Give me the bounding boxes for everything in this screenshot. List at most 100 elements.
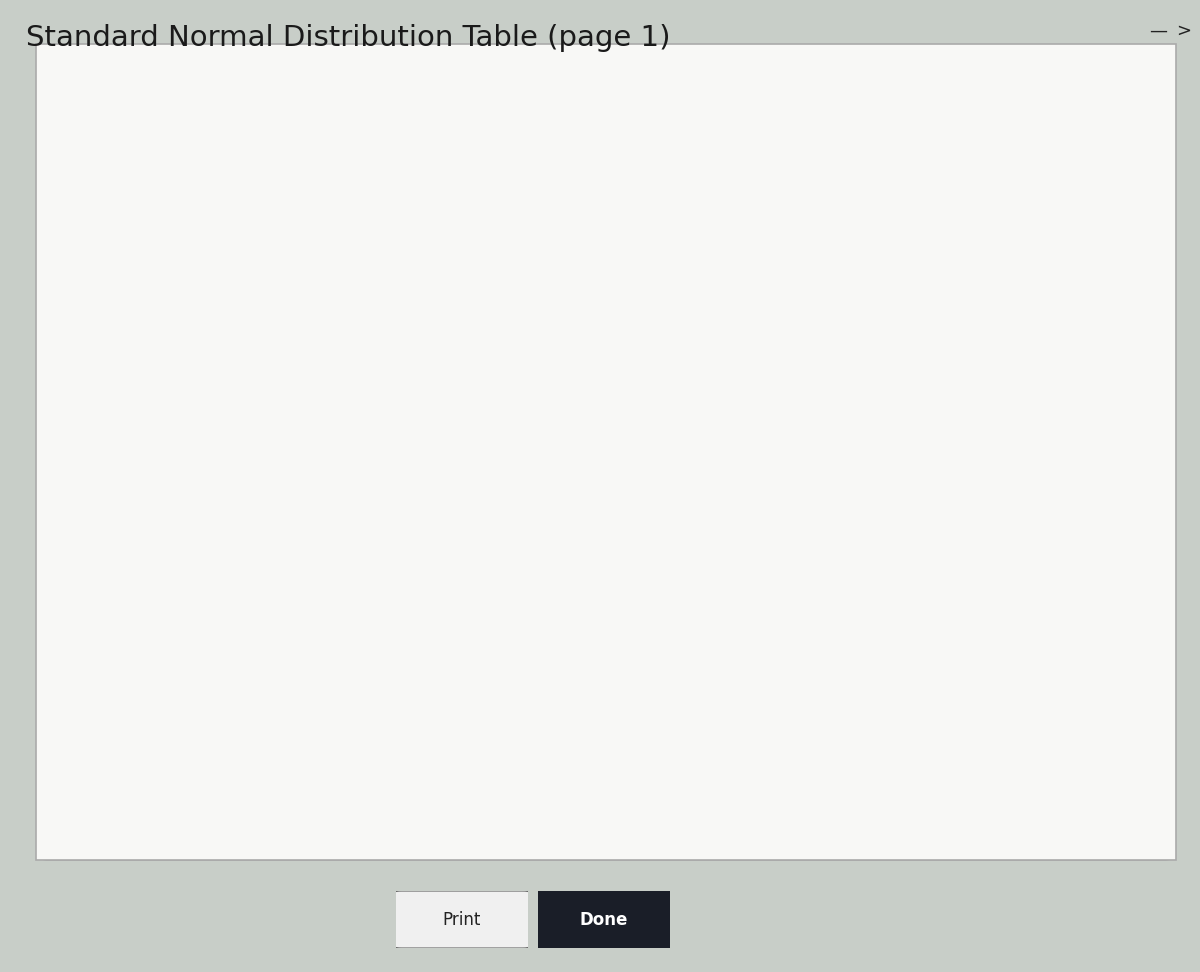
Text: 0.1841: 0.1841 <box>150 842 192 855</box>
Text: 0.0062: 0.0062 <box>150 370 192 383</box>
Text: 0.0012: 0.0012 <box>468 228 509 241</box>
Text: 0.0823: 0.0823 <box>1103 724 1144 737</box>
Text: 0.0274: 0.0274 <box>362 559 403 572</box>
Text: 0.0014: 0.0014 <box>997 275 1038 289</box>
Text: 0.0017: 0.0017 <box>468 275 509 289</box>
Text: 0.1056: 0.1056 <box>679 747 721 760</box>
Text: 0.0808: 0.0808 <box>150 701 192 713</box>
Text: 0.1736: 0.1736 <box>574 842 614 855</box>
Text: 0.0043: 0.0043 <box>468 346 509 360</box>
Text: 0.0041: 0.0041 <box>574 346 614 360</box>
Text: 0.1210: 0.1210 <box>890 771 932 784</box>
Text: 0.1711: 0.1711 <box>679 842 721 855</box>
Text: 0.0455: 0.0455 <box>1103 630 1144 642</box>
Text: 0.0217: 0.0217 <box>362 511 403 525</box>
Text: Print: Print <box>443 911 481 928</box>
Text: 0.0016: 0.0016 <box>679 275 721 289</box>
Text: 0.0013: 0.0013 <box>150 228 192 241</box>
Text: 0.0179: 0.0179 <box>150 488 192 501</box>
Text: 0.0003: 0.0003 <box>362 134 403 147</box>
Text: 0.0005: 0.0005 <box>150 157 192 170</box>
Text: 0.0005: 0.0005 <box>256 157 298 170</box>
Text: 0.0096: 0.0096 <box>574 440 614 454</box>
Text: 0.0594: 0.0594 <box>785 653 827 666</box>
Text: 0.0548: 0.0548 <box>150 630 192 642</box>
Text: 0.00: 0.00 <box>154 100 188 115</box>
Text: 0.0006: 0.0006 <box>785 181 827 194</box>
Text: 0.0222: 0.0222 <box>256 511 298 525</box>
Text: -1.1: -1.1 <box>65 771 89 784</box>
Text: 0.1762: 0.1762 <box>468 842 509 855</box>
Text: 0.0749: 0.0749 <box>574 701 614 713</box>
Text: 0.0089: 0.0089 <box>890 440 932 454</box>
Text: 0.0119: 0.0119 <box>785 465 827 477</box>
Text: 0.0008: 0.0008 <box>890 205 932 218</box>
Text: 0.1190: 0.1190 <box>996 771 1038 784</box>
Text: 0.08: 0.08 <box>1000 100 1034 115</box>
Text: 0.0007: 0.0007 <box>150 181 192 194</box>
Text: 0.01: 0.01 <box>259 100 294 115</box>
FancyBboxPatch shape <box>36 364 1176 388</box>
Text: 0.0107: 0.0107 <box>150 440 192 454</box>
Text: 0.0036: 0.0036 <box>1103 346 1144 360</box>
Text: 0.0681: 0.0681 <box>1103 701 1144 713</box>
Text: 0.0571: 0.0571 <box>997 653 1038 666</box>
Text: 0.0901: 0.0901 <box>574 724 614 737</box>
Text: 0.1131: 0.1131 <box>256 747 298 760</box>
Text: 0.0409: 0.0409 <box>574 606 614 619</box>
FancyBboxPatch shape <box>36 318 1176 341</box>
Text: 0.0003: 0.0003 <box>785 134 827 147</box>
Text: -1.3: -1.3 <box>65 724 89 737</box>
Text: 0.0122: 0.0122 <box>679 465 721 477</box>
Text: 0.0526: 0.0526 <box>362 630 403 642</box>
Text: 0.1151: 0.1151 <box>150 747 192 760</box>
FancyBboxPatch shape <box>36 176 1176 199</box>
Text: 0.0006: 0.0006 <box>679 181 720 194</box>
Text: 0.0012: 0.0012 <box>574 228 614 241</box>
Text: 0.0006: 0.0006 <box>362 181 403 194</box>
Text: 0.0301: 0.0301 <box>997 582 1038 595</box>
Text: 0.0002: 0.0002 <box>1103 134 1144 147</box>
Text: 0.0233: 0.0233 <box>1103 559 1144 572</box>
Text: -2.6: -2.6 <box>65 346 89 360</box>
Text: 0.0008: 0.0008 <box>785 205 827 218</box>
Text: 0.0139: 0.0139 <box>150 465 192 477</box>
Text: 0.1112: 0.1112 <box>361 747 403 760</box>
Text: 0.0003: 0.0003 <box>256 134 298 147</box>
Text: 0.0011: 0.0011 <box>785 228 827 241</box>
Text: 0.0174: 0.0174 <box>256 488 298 501</box>
Text: 0.0869: 0.0869 <box>785 724 827 737</box>
Text: 0.0028: 0.0028 <box>890 323 932 335</box>
Text: 0.0008: 0.0008 <box>574 205 614 218</box>
Text: 0.0040: 0.0040 <box>679 346 720 360</box>
Text: 0.0094: 0.0094 <box>679 440 720 454</box>
Text: 0.0052: 0.0052 <box>785 370 827 383</box>
Text: 0.0192: 0.0192 <box>890 511 932 525</box>
Text: 0.0006: 0.0006 <box>574 181 614 194</box>
Text: 0.0968: 0.0968 <box>150 724 192 737</box>
Text: 0.1292: 0.1292 <box>468 771 509 784</box>
Text: 0.0838: 0.0838 <box>997 724 1038 737</box>
Text: 0.0446: 0.0446 <box>150 606 192 619</box>
Text: 0.0793: 0.0793 <box>256 701 298 713</box>
FancyBboxPatch shape <box>36 199 1176 223</box>
Text: 0.0010: 0.0010 <box>150 205 192 218</box>
Text: 0.0004: 0.0004 <box>679 157 720 170</box>
Text: -1.6: -1.6 <box>65 630 89 642</box>
Text: 0.0104: 0.0104 <box>256 440 298 454</box>
Text: 0.0003: 0.0003 <box>574 134 614 147</box>
Text: 0.0007: 0.0007 <box>997 205 1038 218</box>
Text: 0.0016: 0.0016 <box>574 275 614 289</box>
Text: 0.0778: 0.0778 <box>362 701 403 713</box>
FancyBboxPatch shape <box>36 459 1176 483</box>
Text: 0.0110: 0.0110 <box>1103 465 1144 477</box>
Text: 0.0116: 0.0116 <box>890 465 932 477</box>
Text: 0.0392: 0.0392 <box>785 606 827 619</box>
FancyBboxPatch shape <box>391 890 533 949</box>
Text: 0.1379: 0.1379 <box>1103 795 1144 808</box>
Text: 0.07: 0.07 <box>894 100 929 115</box>
Text: 0.1314: 0.1314 <box>362 771 403 784</box>
Text: 0.0418: 0.0418 <box>468 606 509 619</box>
Text: 0.0244: 0.0244 <box>890 559 932 572</box>
Text: -3.0: -3.0 <box>65 228 89 241</box>
